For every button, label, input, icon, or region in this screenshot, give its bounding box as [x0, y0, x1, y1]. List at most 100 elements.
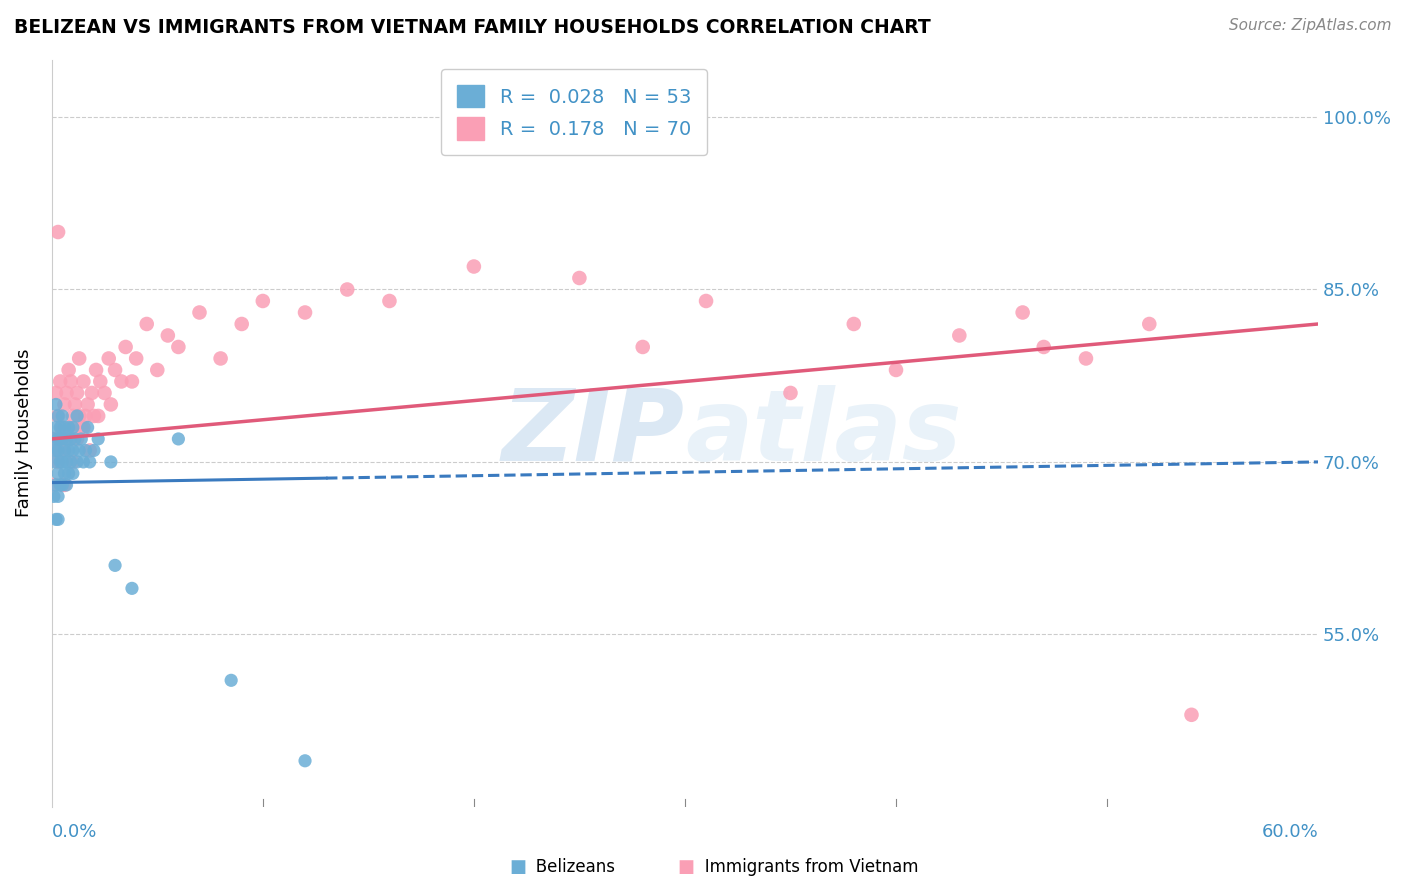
Point: [58, 420, 80, 434]
Point: [51, 420, 73, 434]
Point: [46, 409, 69, 423]
Point: [51, 478, 73, 492]
Point: [156, 328, 179, 343]
Point: [83, 409, 105, 423]
Point: [67, 351, 90, 366]
Point: [63, 397, 86, 411]
Point: [53, 420, 76, 434]
Point: [66, 386, 89, 401]
Point: [294, 305, 316, 319]
Point: [219, 673, 242, 688]
Point: [62, 455, 84, 469]
Text: Immigrants from Vietnam: Immigrants from Vietnam: [689, 858, 918, 876]
Point: [1011, 305, 1033, 319]
Point: [188, 305, 211, 319]
Point: [42, 455, 65, 469]
Point: [93, 386, 115, 401]
Point: [252, 293, 274, 308]
Point: [53, 397, 76, 411]
Point: [79, 443, 101, 458]
Point: [83, 443, 105, 458]
Point: [70, 432, 93, 446]
Point: [49, 432, 72, 446]
Point: [55, 432, 77, 446]
Point: [45, 443, 67, 458]
Point: [42, 478, 65, 492]
Point: [62, 467, 84, 481]
Text: Belizeans: Belizeans: [520, 858, 616, 876]
Point: [63, 432, 86, 446]
Point: [1180, 707, 1202, 722]
Point: [209, 351, 232, 366]
Text: ZIP: ZIP: [502, 384, 685, 482]
Point: [58, 467, 80, 481]
Point: [59, 375, 82, 389]
Point: [58, 443, 80, 458]
Point: [46, 490, 69, 504]
Point: [46, 467, 69, 481]
Point: [62, 420, 84, 434]
Point: [42, 490, 65, 504]
Point: [53, 443, 76, 458]
Point: [75, 409, 97, 423]
Point: [62, 409, 84, 423]
Point: [463, 260, 485, 274]
Point: [231, 317, 253, 331]
Point: [842, 317, 865, 331]
Text: 0.0%: 0.0%: [52, 823, 97, 841]
Point: [84, 363, 107, 377]
Point: [55, 432, 77, 446]
Point: [51, 432, 73, 446]
Point: [72, 375, 94, 389]
Point: [51, 409, 73, 423]
Point: [104, 558, 127, 573]
Point: [59, 455, 82, 469]
Point: [46, 225, 69, 239]
Point: [121, 375, 143, 389]
Text: Source: ZipAtlas.com: Source: ZipAtlas.com: [1229, 18, 1392, 33]
Point: [59, 432, 82, 446]
Point: [87, 432, 110, 446]
Point: [294, 754, 316, 768]
Text: ■: ■: [678, 858, 695, 876]
Point: [135, 317, 157, 331]
Point: [49, 478, 72, 492]
Point: [45, 397, 67, 411]
Point: [66, 432, 89, 446]
Point: [948, 328, 970, 343]
Point: [100, 455, 122, 469]
Point: [125, 351, 148, 366]
Point: [336, 283, 359, 297]
Point: [79, 455, 101, 469]
Point: [53, 478, 76, 492]
Point: [378, 293, 401, 308]
Point: [55, 455, 77, 469]
Point: [631, 340, 654, 354]
Point: [45, 443, 67, 458]
Point: [100, 397, 122, 411]
Point: [72, 455, 94, 469]
Point: [55, 478, 77, 492]
Point: [62, 443, 84, 458]
Point: [67, 443, 90, 458]
Point: [110, 375, 132, 389]
Point: [884, 363, 907, 377]
Point: [46, 409, 69, 423]
Point: [80, 386, 103, 401]
Point: [167, 340, 190, 354]
Y-axis label: Family Households: Family Households: [15, 349, 32, 517]
Point: [53, 467, 76, 481]
Text: atlas: atlas: [685, 384, 962, 482]
Point: [1074, 351, 1097, 366]
Point: [1137, 317, 1160, 331]
Point: [76, 397, 98, 411]
Point: [49, 455, 72, 469]
Point: [46, 432, 69, 446]
Point: [146, 363, 169, 377]
Point: [1032, 340, 1054, 354]
Point: [49, 420, 72, 434]
Point: [46, 512, 69, 526]
Point: [695, 293, 717, 308]
Point: [45, 512, 67, 526]
Point: [45, 386, 67, 401]
